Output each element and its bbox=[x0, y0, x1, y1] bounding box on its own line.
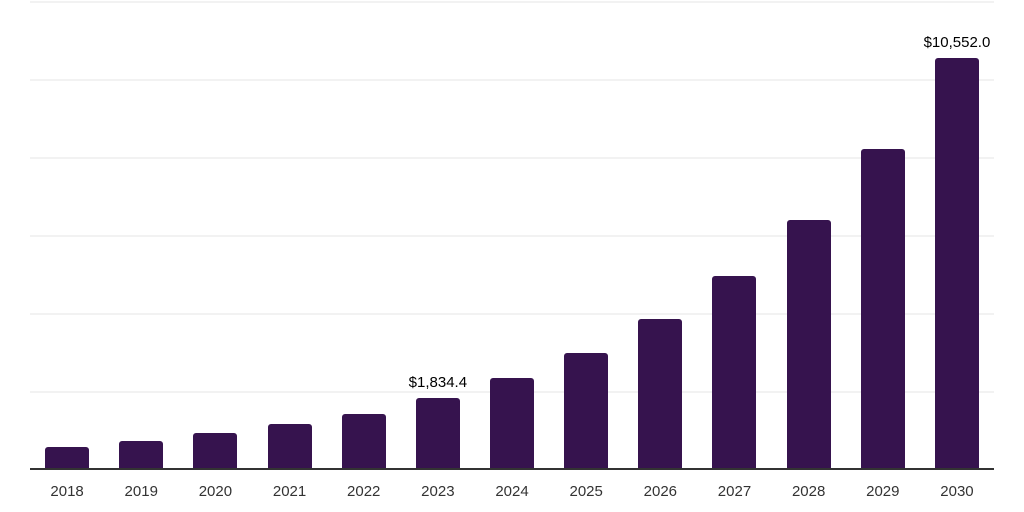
bar-2019 bbox=[119, 440, 164, 470]
bar-slot bbox=[772, 2, 846, 470]
bar-slot bbox=[252, 2, 326, 470]
bar-slot bbox=[178, 2, 252, 470]
bar-slot bbox=[623, 2, 697, 470]
bar-slot bbox=[846, 2, 920, 470]
bar-2020 bbox=[193, 432, 238, 470]
x-tick-label: 2026 bbox=[643, 482, 678, 500]
bar-2021 bbox=[267, 423, 312, 470]
x-tick-label: 2024 bbox=[495, 482, 529, 500]
x-tick-label: 2030 bbox=[940, 482, 974, 500]
x-tick-label: 2029 bbox=[866, 482, 900, 500]
bar-2030 bbox=[934, 58, 979, 470]
bars-row: $1,834.4 $10,552.0 bbox=[30, 2, 994, 470]
bar-2027 bbox=[712, 275, 757, 470]
bar-2024 bbox=[490, 377, 535, 470]
bar-slot bbox=[30, 2, 104, 470]
bar-slot: $10,552.0 bbox=[920, 2, 994, 470]
x-tick-label: 2025 bbox=[569, 482, 603, 500]
x-axis-labels: 2018 2019 2020 2021 2022 2023 2024 2025 2026 2027… bbox=[30, 470, 994, 512]
bar-2029 bbox=[860, 149, 905, 470]
bar-slot bbox=[697, 2, 771, 470]
x-tick-label: 2021 bbox=[272, 482, 307, 500]
x-tick-label: 2019 bbox=[124, 482, 158, 500]
bar-2028 bbox=[786, 220, 831, 470]
plot-area: $1,834.4 $10,552.0 bbox=[30, 1, 994, 470]
bar-value-label: $10,552.0 bbox=[923, 34, 991, 52]
x-axis-line bbox=[30, 468, 994, 470]
x-tick-label: 2022 bbox=[347, 482, 381, 500]
bar-slot bbox=[104, 2, 178, 470]
bar-slot bbox=[549, 2, 623, 470]
bar-slot: $1,834.4 bbox=[401, 2, 475, 470]
bar-2018 bbox=[45, 447, 90, 470]
bar-2022 bbox=[341, 414, 386, 470]
x-tick-label: 2020 bbox=[198, 482, 233, 500]
bar-2025 bbox=[564, 352, 609, 470]
x-tick-label: 2018 bbox=[50, 482, 84, 500]
x-tick-label: 2023 bbox=[421, 482, 455, 500]
x-tick-label: 2027 bbox=[717, 482, 752, 500]
bar-2023 bbox=[415, 398, 460, 470]
x-tick-label: 2028 bbox=[791, 482, 826, 500]
bar-slot bbox=[475, 2, 549, 470]
bar-2026 bbox=[638, 319, 683, 470]
bar-slot bbox=[327, 2, 401, 470]
bar-value-label: $1,834.4 bbox=[408, 374, 468, 392]
